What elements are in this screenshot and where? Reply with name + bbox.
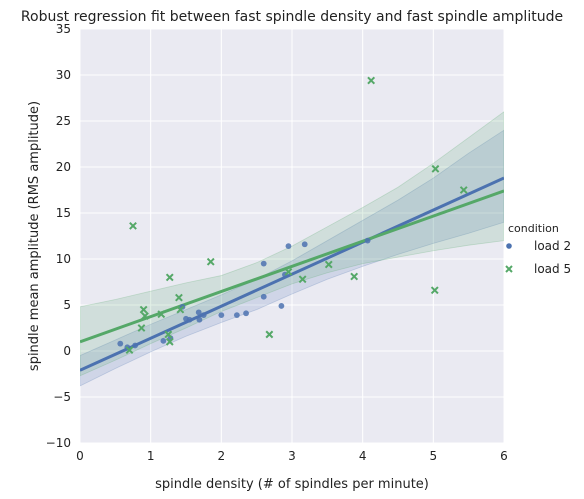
fit-line-load-5 <box>80 189 504 344</box>
point-load-2 <box>364 237 371 244</box>
point-load-2 <box>278 303 285 309</box>
point-load-2 <box>301 241 308 248</box>
point-load-5 <box>129 221 137 230</box>
x-tick-label: 5 <box>430 449 438 463</box>
point-load-2 <box>233 312 240 319</box>
point-load-5 <box>175 293 183 302</box>
point-load-5 <box>165 273 174 282</box>
point-load-5 <box>367 76 376 85</box>
point-load-2 <box>218 312 225 319</box>
y-tick-labels: −10 −5 0 5 10 15 20 25 30 35 <box>46 22 71 450</box>
y-tick-label: −5 <box>53 390 71 404</box>
legend-marker-load-5 <box>505 265 513 273</box>
y-tick-label: 15 <box>56 206 71 220</box>
point-load-5 <box>137 324 146 332</box>
point-load-5 <box>459 186 468 194</box>
point-load-5 <box>430 286 439 295</box>
x-axis-label: spindle density (# of spindles per minut… <box>155 477 429 492</box>
x-tick-label: 3 <box>288 449 296 463</box>
y-tick-label: 25 <box>56 114 71 128</box>
point-load-5 <box>164 330 173 339</box>
ci-band-load-5 <box>80 111 504 377</box>
legend-marker-load-2 <box>506 243 512 249</box>
y-tick-label: −10 <box>46 436 71 450</box>
point-load-2 <box>260 293 267 300</box>
y-tick-label: 5 <box>63 298 71 312</box>
point-load-2 <box>200 312 207 319</box>
legend-label-load-5: load 5 <box>534 262 571 276</box>
point-load-5 <box>176 305 185 314</box>
point-load-5 <box>324 260 333 269</box>
legend-label-load-2: load 2 <box>534 239 571 253</box>
point-load-2 <box>160 337 167 344</box>
point-load-2 <box>196 316 203 323</box>
grid <box>79 28 505 444</box>
y-tick-label: 20 <box>56 160 71 174</box>
x-tick-label: 6 <box>500 449 508 463</box>
point-load-2 <box>195 309 202 316</box>
point-load-5 <box>350 272 359 281</box>
point-load-5 <box>141 312 149 320</box>
point-load-2 <box>132 342 139 349</box>
point-load-5 <box>157 310 166 319</box>
point-load-5 <box>284 267 293 276</box>
y-tick-label: 10 <box>56 252 71 266</box>
point-load-2 <box>186 316 193 323</box>
y-tick-label: 30 <box>56 68 71 82</box>
point-load-5 <box>431 164 440 173</box>
point-load-2 <box>260 260 267 267</box>
y-axis-label: spindle mean amplitude (RMS amplitude) <box>27 101 42 371</box>
chart-title: Robust regression fit between fast spind… <box>21 9 563 25</box>
point-load-5 <box>206 257 215 266</box>
x-tick-label: 4 <box>359 449 367 463</box>
y-tick-label: 35 <box>56 22 71 36</box>
legend: condition load 2 load 5 <box>505 222 571 276</box>
point-load-2 <box>243 310 249 317</box>
legend-title: condition <box>508 222 559 235</box>
x-tick-label: 2 <box>218 449 226 463</box>
x-tick-label: 1 <box>147 449 155 463</box>
point-load-2 <box>117 340 124 347</box>
point-load-2 <box>285 243 292 250</box>
y-tick-label: 0 <box>63 344 71 358</box>
point-load-5 <box>165 337 174 346</box>
point-load-5 <box>298 275 307 284</box>
point-load-5 <box>139 305 148 314</box>
x-tick-labels: 0 1 2 3 4 5 6 <box>76 449 508 463</box>
point-load-5 <box>265 330 274 339</box>
point-load-5 <box>125 346 134 354</box>
x-tick-label: 0 <box>76 449 84 463</box>
data-points <box>117 76 468 354</box>
